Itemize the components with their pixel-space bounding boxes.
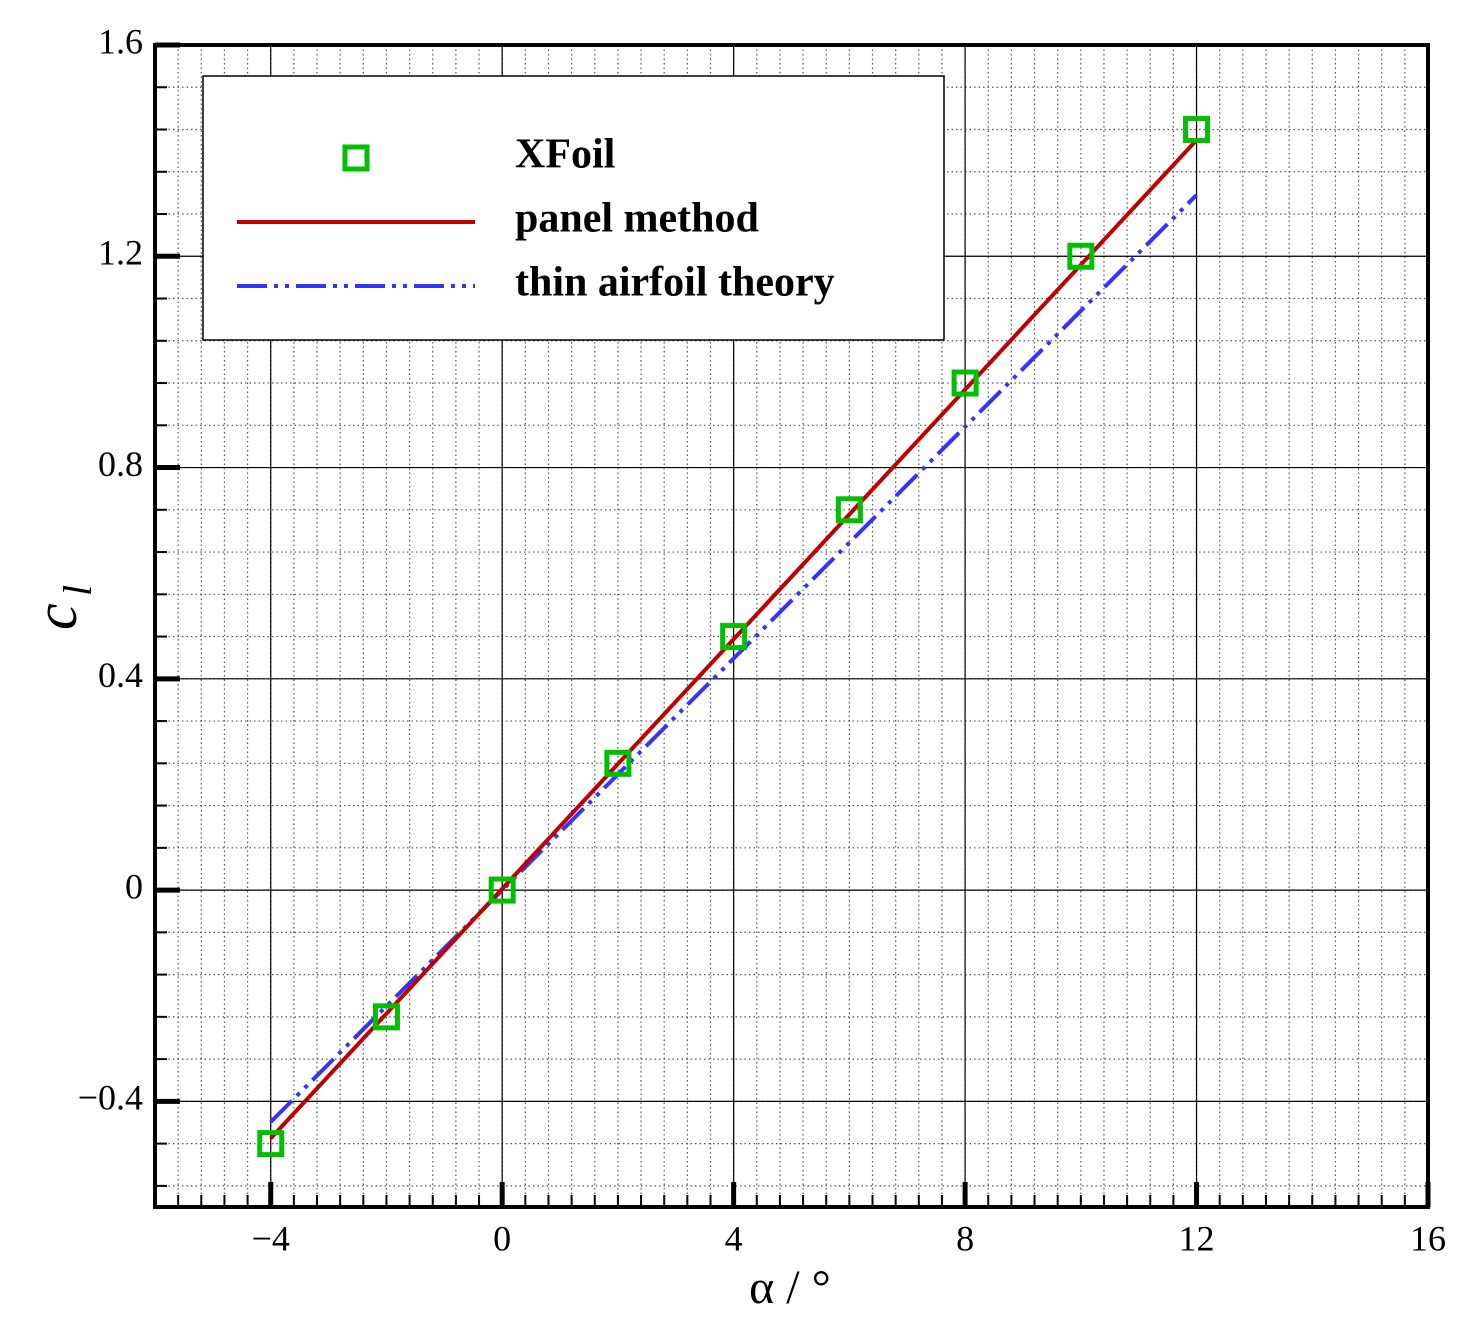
x-tick-label: 0 xyxy=(493,1218,511,1258)
line-series xyxy=(269,138,1199,1140)
y-tick-label: −0.4 xyxy=(78,1078,143,1118)
legend-label: XFoil xyxy=(515,132,615,178)
x-tick-label: −4 xyxy=(252,1218,290,1258)
data-point xyxy=(951,369,979,397)
plot-frame xyxy=(153,43,1430,1209)
y-tick-label: 0.4 xyxy=(98,655,143,695)
x-tick-label: 16 xyxy=(1410,1218,1446,1258)
data-point xyxy=(1067,242,1095,270)
y-axis-label: c xyxy=(23,603,89,630)
x-axis-label: α / ° xyxy=(749,1261,831,1314)
line-series xyxy=(269,193,1198,1124)
x-tick-label: 8 xyxy=(956,1218,974,1258)
x-tick-label: 12 xyxy=(1179,1218,1215,1258)
data-point xyxy=(1183,116,1211,144)
data-point xyxy=(835,496,863,524)
legend-label: thin airfoil theory xyxy=(515,260,835,306)
legend-label: panel method xyxy=(515,196,759,242)
y-tick-label: 0 xyxy=(125,866,143,906)
legend-marker xyxy=(342,144,370,172)
data-point xyxy=(488,876,516,904)
y-tick-label: 1.2 xyxy=(98,233,143,273)
data-point xyxy=(257,1130,285,1158)
y-axis-label-subscript: l xyxy=(55,585,100,596)
data-point xyxy=(604,749,632,777)
y-tick-label: 1.6 xyxy=(98,21,143,61)
data-point xyxy=(720,623,748,651)
y-tick-label: 0.8 xyxy=(98,444,143,484)
x-tick-label: 4 xyxy=(725,1218,743,1258)
legend-box xyxy=(202,75,945,341)
data-point xyxy=(372,1003,400,1031)
